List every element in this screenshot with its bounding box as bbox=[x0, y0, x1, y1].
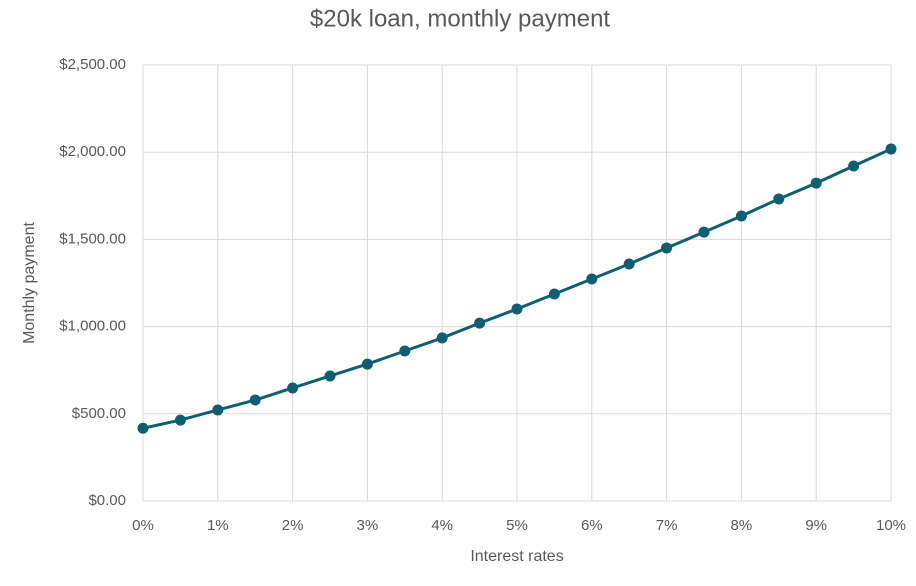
y-tick-label: $2,000.00 bbox=[59, 143, 126, 160]
marker bbox=[324, 370, 336, 382]
y-tick-label: $1,000.00 bbox=[59, 318, 126, 335]
marker bbox=[399, 345, 411, 357]
x-axis-title: Interest rates bbox=[470, 548, 563, 565]
x-tick-label: 4% bbox=[431, 517, 453, 534]
x-tick-label: 10% bbox=[876, 517, 906, 534]
x-tick-label: 9% bbox=[805, 517, 827, 534]
marker bbox=[249, 394, 261, 406]
x-tick-label: 7% bbox=[656, 517, 678, 534]
y-tick-label: $500.00 bbox=[72, 405, 126, 422]
y-tick-label: $1,500.00 bbox=[59, 230, 126, 247]
marker bbox=[212, 404, 224, 416]
marker bbox=[137, 422, 149, 434]
marker bbox=[848, 160, 860, 172]
x-tick-label: 6% bbox=[581, 517, 603, 534]
x-tick-label: 5% bbox=[506, 517, 528, 534]
chart-title: $20k loan, monthly payment bbox=[310, 5, 611, 32]
x-tick-label: 1% bbox=[207, 517, 229, 534]
y-tick-label: $0.00 bbox=[88, 492, 126, 509]
y-axis-title: Monthly payment bbox=[21, 222, 38, 344]
x-tick-label: 0% bbox=[132, 517, 154, 534]
marker bbox=[287, 382, 299, 394]
marker bbox=[548, 288, 560, 300]
marker bbox=[810, 177, 822, 189]
marker bbox=[474, 317, 486, 329]
marker bbox=[174, 414, 186, 426]
marker bbox=[661, 242, 673, 254]
marker bbox=[623, 258, 635, 270]
x-tick-label: 3% bbox=[357, 517, 379, 534]
marker bbox=[773, 193, 785, 205]
marker bbox=[436, 332, 448, 344]
y-tick-label: $2,500.00 bbox=[59, 56, 126, 73]
marker bbox=[586, 273, 598, 285]
x-tick-label: 2% bbox=[282, 517, 304, 534]
marker bbox=[511, 303, 523, 315]
marker bbox=[735, 210, 747, 222]
x-tick-label: 8% bbox=[731, 517, 753, 534]
marker bbox=[885, 143, 897, 155]
marker bbox=[698, 226, 710, 238]
marker bbox=[361, 358, 373, 370]
